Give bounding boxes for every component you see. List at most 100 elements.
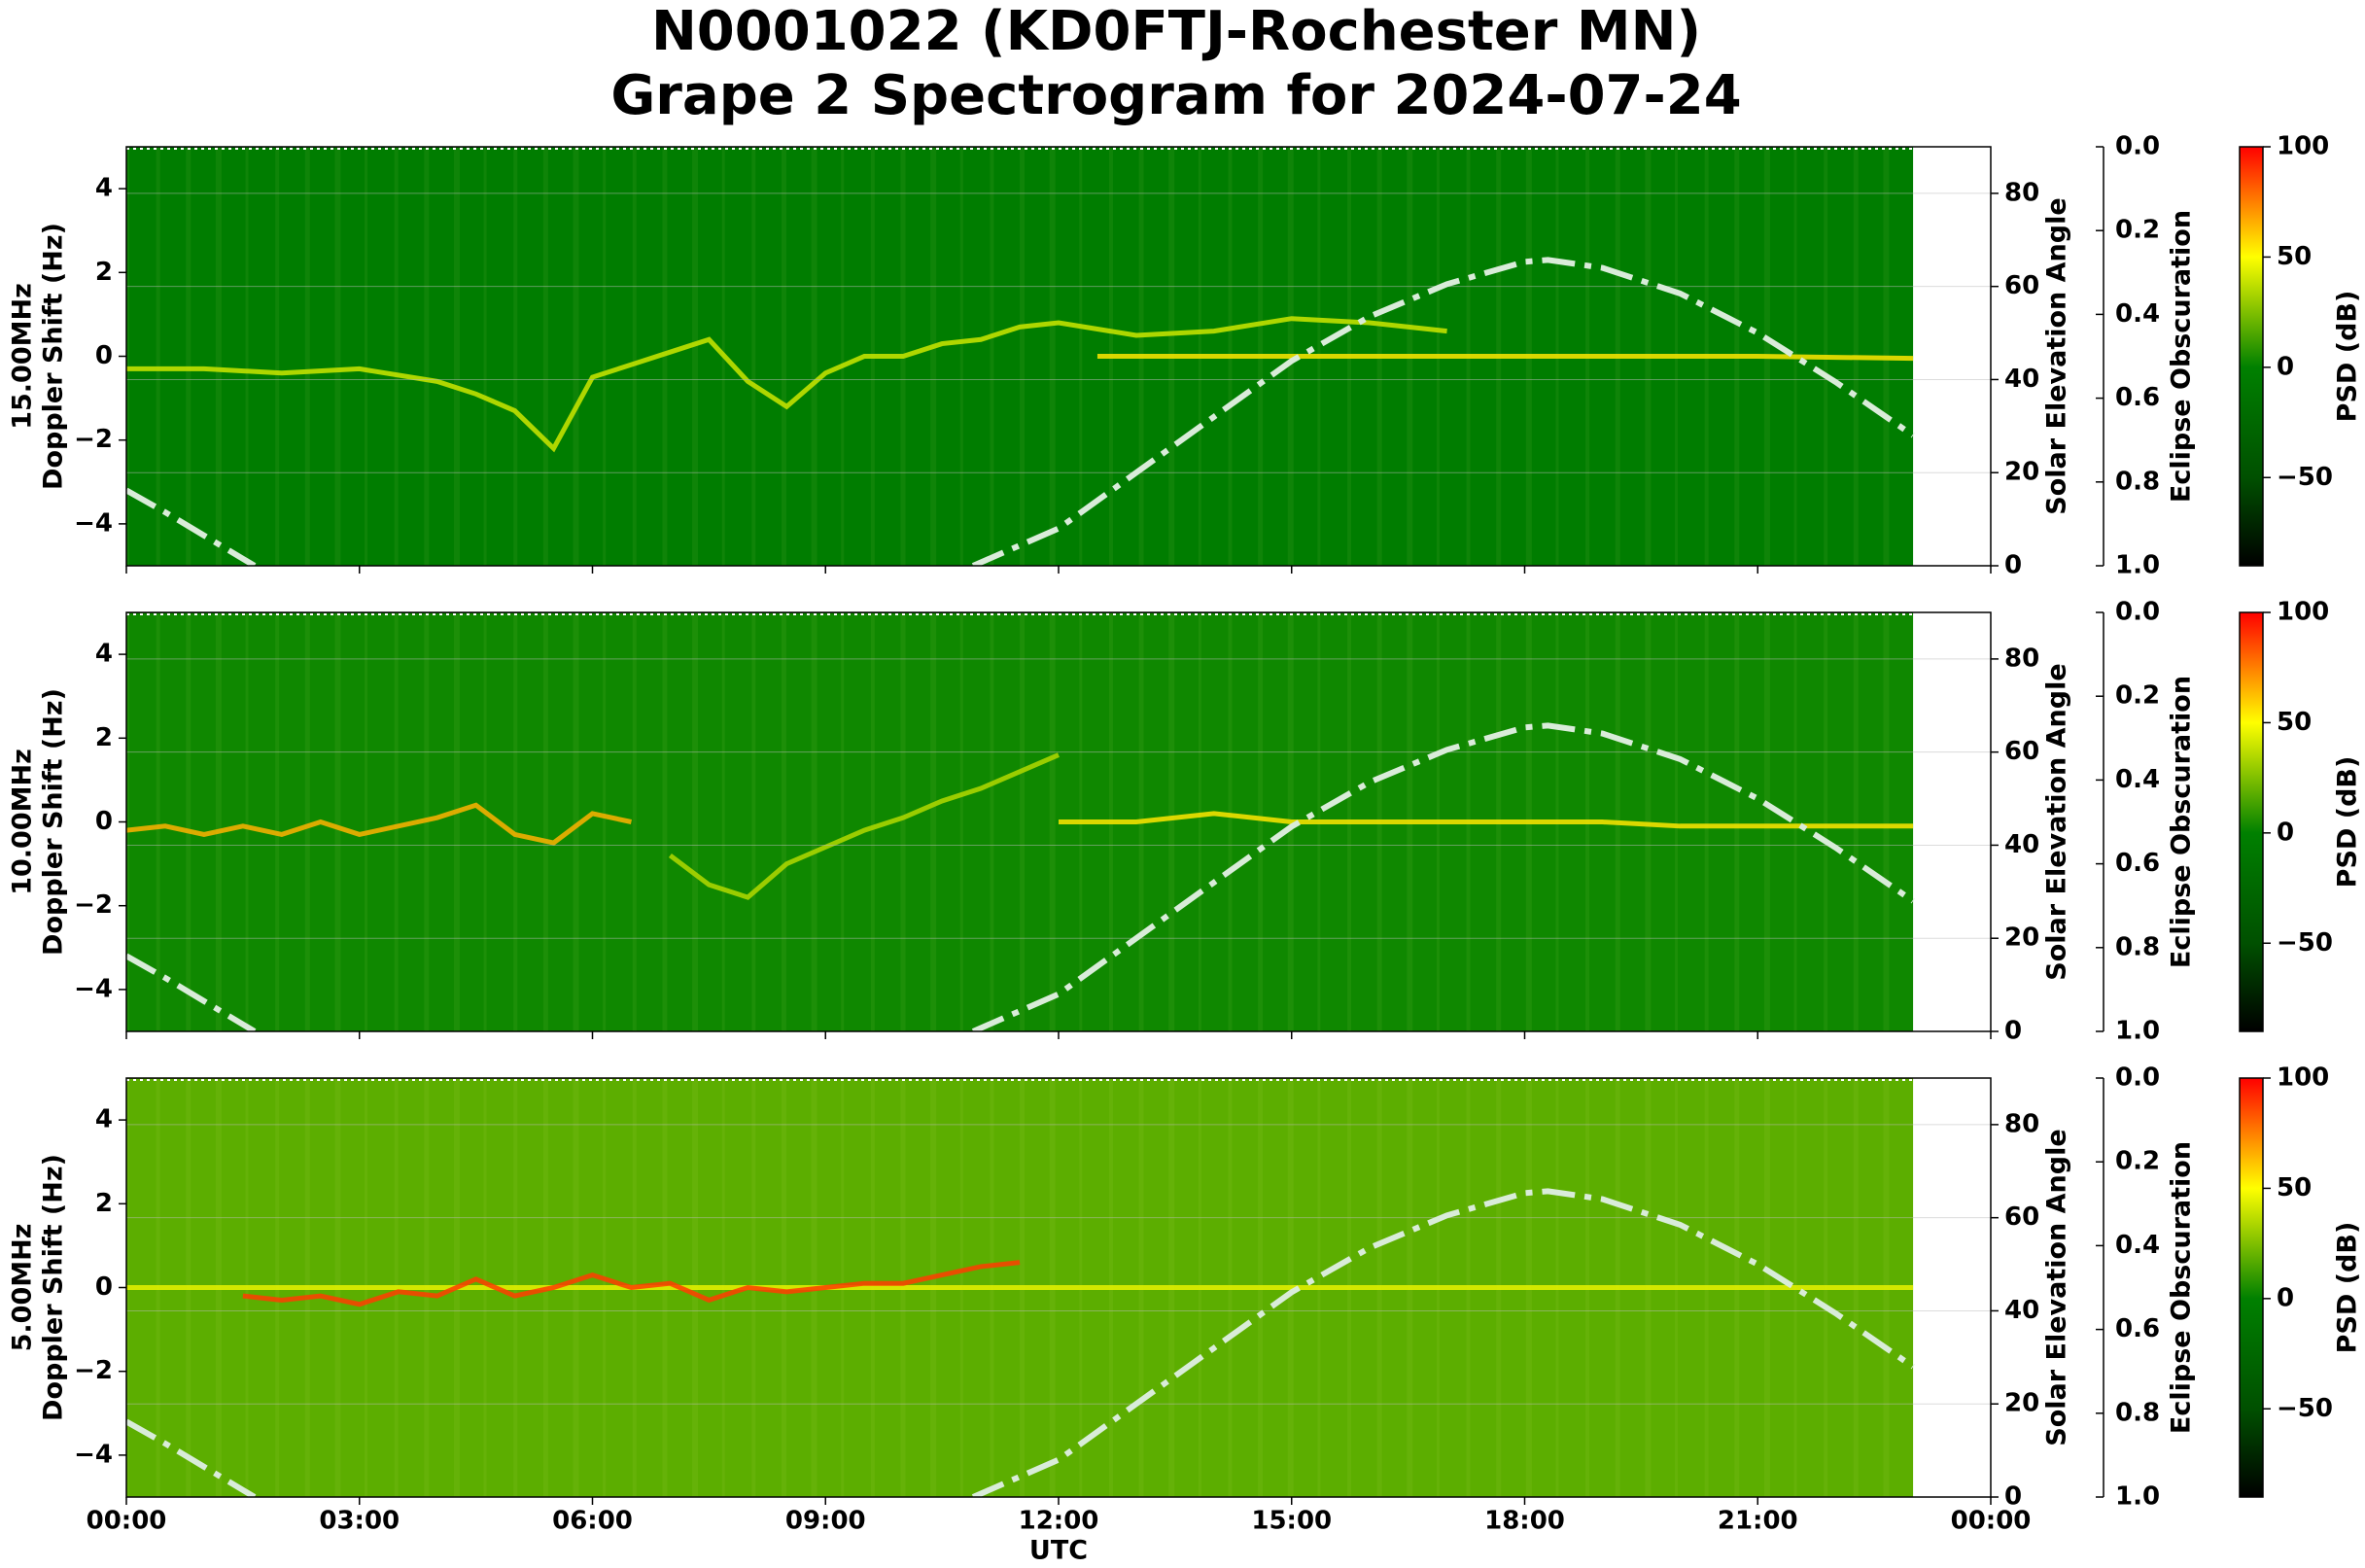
texture — [990, 612, 994, 1031]
texture — [126, 147, 129, 566]
y-label: 5.00MHz — [8, 1224, 38, 1352]
y3-label: Eclipse Obscuration — [2167, 210, 2197, 503]
texture — [1258, 612, 1264, 1031]
x-tick-label: 00:00 — [87, 1507, 167, 1536]
texture — [215, 612, 222, 1031]
x-tick-label: 03:00 — [319, 1507, 400, 1536]
y2-tick-label: 60 — [2004, 737, 2039, 766]
texture — [781, 612, 786, 1031]
y-label: 15.00MHz — [8, 283, 38, 430]
y2-tick-label: 40 — [2004, 830, 2039, 859]
y3-tick-label: 0.2 — [2115, 1147, 2160, 1176]
texture — [959, 147, 963, 566]
c-label: PSD (dB) — [2333, 1222, 2363, 1354]
c-tick-label: −50 — [2277, 928, 2333, 958]
y3-tick-label: 0.4 — [2115, 1231, 2160, 1260]
texture — [394, 147, 399, 566]
texture — [304, 147, 310, 566]
title-line: N0001022 (KD0FTJ-Rochester MN) — [651, 0, 1701, 63]
texture — [186, 147, 191, 566]
y-tick-label: −2 — [74, 890, 113, 920]
y2-label: Solar Elevation Angle — [2042, 197, 2072, 514]
texture — [365, 147, 368, 566]
texture — [453, 147, 460, 566]
texture — [692, 612, 699, 1031]
texture — [483, 147, 487, 566]
y2-label: Solar Elevation Angle — [2042, 663, 2072, 980]
texture — [334, 147, 341, 566]
texture — [573, 147, 579, 566]
texture — [542, 612, 548, 1031]
texture — [781, 147, 786, 566]
texture — [365, 612, 368, 1031]
texture — [1734, 612, 1740, 1031]
texture — [215, 147, 222, 566]
y3-tick-label: 0.6 — [2115, 383, 2160, 412]
y3-tick-label: 0.8 — [2115, 932, 2160, 961]
texture — [1168, 612, 1175, 1031]
texture — [959, 612, 963, 1031]
texture — [275, 612, 280, 1031]
texture — [513, 147, 518, 566]
y-tick-label: 0 — [95, 807, 113, 836]
c-tick-label: 0 — [2277, 1283, 2294, 1312]
texture — [156, 147, 160, 566]
y-tick-label: −2 — [74, 1356, 113, 1385]
texture — [1704, 612, 1709, 1031]
y-tick-label: −2 — [74, 425, 113, 454]
texture — [632, 147, 637, 566]
y3-label: Eclipse Obscuration — [2167, 676, 2197, 968]
c-tick-label: 100 — [2277, 1063, 2329, 1093]
y3-tick-label: 1.0 — [2115, 551, 2160, 580]
y3-tick-label: 0.6 — [2115, 1314, 2160, 1343]
texture — [1645, 612, 1652, 1031]
y-tick-label: 0 — [95, 1272, 113, 1302]
y2-tick-label: 0 — [2004, 1017, 2022, 1046]
y3-tick-label: 0.2 — [2115, 216, 2160, 245]
y2-tick-label: 20 — [2004, 923, 2039, 953]
y3-tick-label: 0.4 — [2115, 765, 2160, 794]
y3-tick-label: 0.0 — [2115, 598, 2160, 627]
texture — [990, 147, 994, 566]
texture — [453, 612, 460, 1031]
texture — [394, 612, 399, 1031]
doppler-trace — [668, 752, 1060, 900]
texture — [1049, 612, 1056, 1031]
texture — [1198, 612, 1201, 1031]
y-tick-label: −4 — [74, 508, 113, 538]
y3-tick-label: 1.0 — [2115, 1017, 2160, 1046]
texture — [1675, 612, 1679, 1031]
c-tick-label: 0 — [2277, 818, 2294, 847]
c-tick-label: −50 — [2277, 463, 2333, 492]
y3-tick-label: 1.0 — [2115, 1482, 2160, 1512]
y3-tick-label: 0.2 — [2115, 681, 2160, 711]
y2-tick-label: 0 — [2004, 551, 2022, 580]
texture — [573, 612, 579, 1031]
texture — [1020, 147, 1026, 566]
y2-tick-label: 80 — [2004, 644, 2039, 673]
doppler-trace — [1096, 354, 1914, 362]
c-tick-label: −50 — [2277, 1394, 2333, 1423]
y2-tick-label: 0 — [2004, 1482, 2022, 1512]
texture — [692, 147, 699, 566]
texture — [1793, 612, 1797, 1031]
texture — [751, 612, 756, 1031]
c-tick-label: 100 — [2277, 132, 2329, 161]
texture — [662, 612, 668, 1031]
y-label: Doppler Shift (Hz) — [39, 1154, 69, 1421]
texture — [1883, 612, 1890, 1031]
solar-elevation — [126, 257, 1915, 566]
texture — [186, 612, 191, 1031]
texture — [1228, 612, 1233, 1031]
c-label: PSD (dB) — [2333, 291, 2363, 423]
texture — [126, 612, 129, 1031]
texture — [900, 612, 906, 1031]
texture — [721, 612, 725, 1031]
texture — [156, 612, 160, 1031]
x-tick-label: 18:00 — [1484, 1507, 1565, 1536]
texture — [245, 147, 249, 566]
texture — [632, 612, 637, 1031]
y-tick-label: −4 — [74, 1440, 113, 1469]
y-tick-label: 2 — [95, 258, 113, 287]
